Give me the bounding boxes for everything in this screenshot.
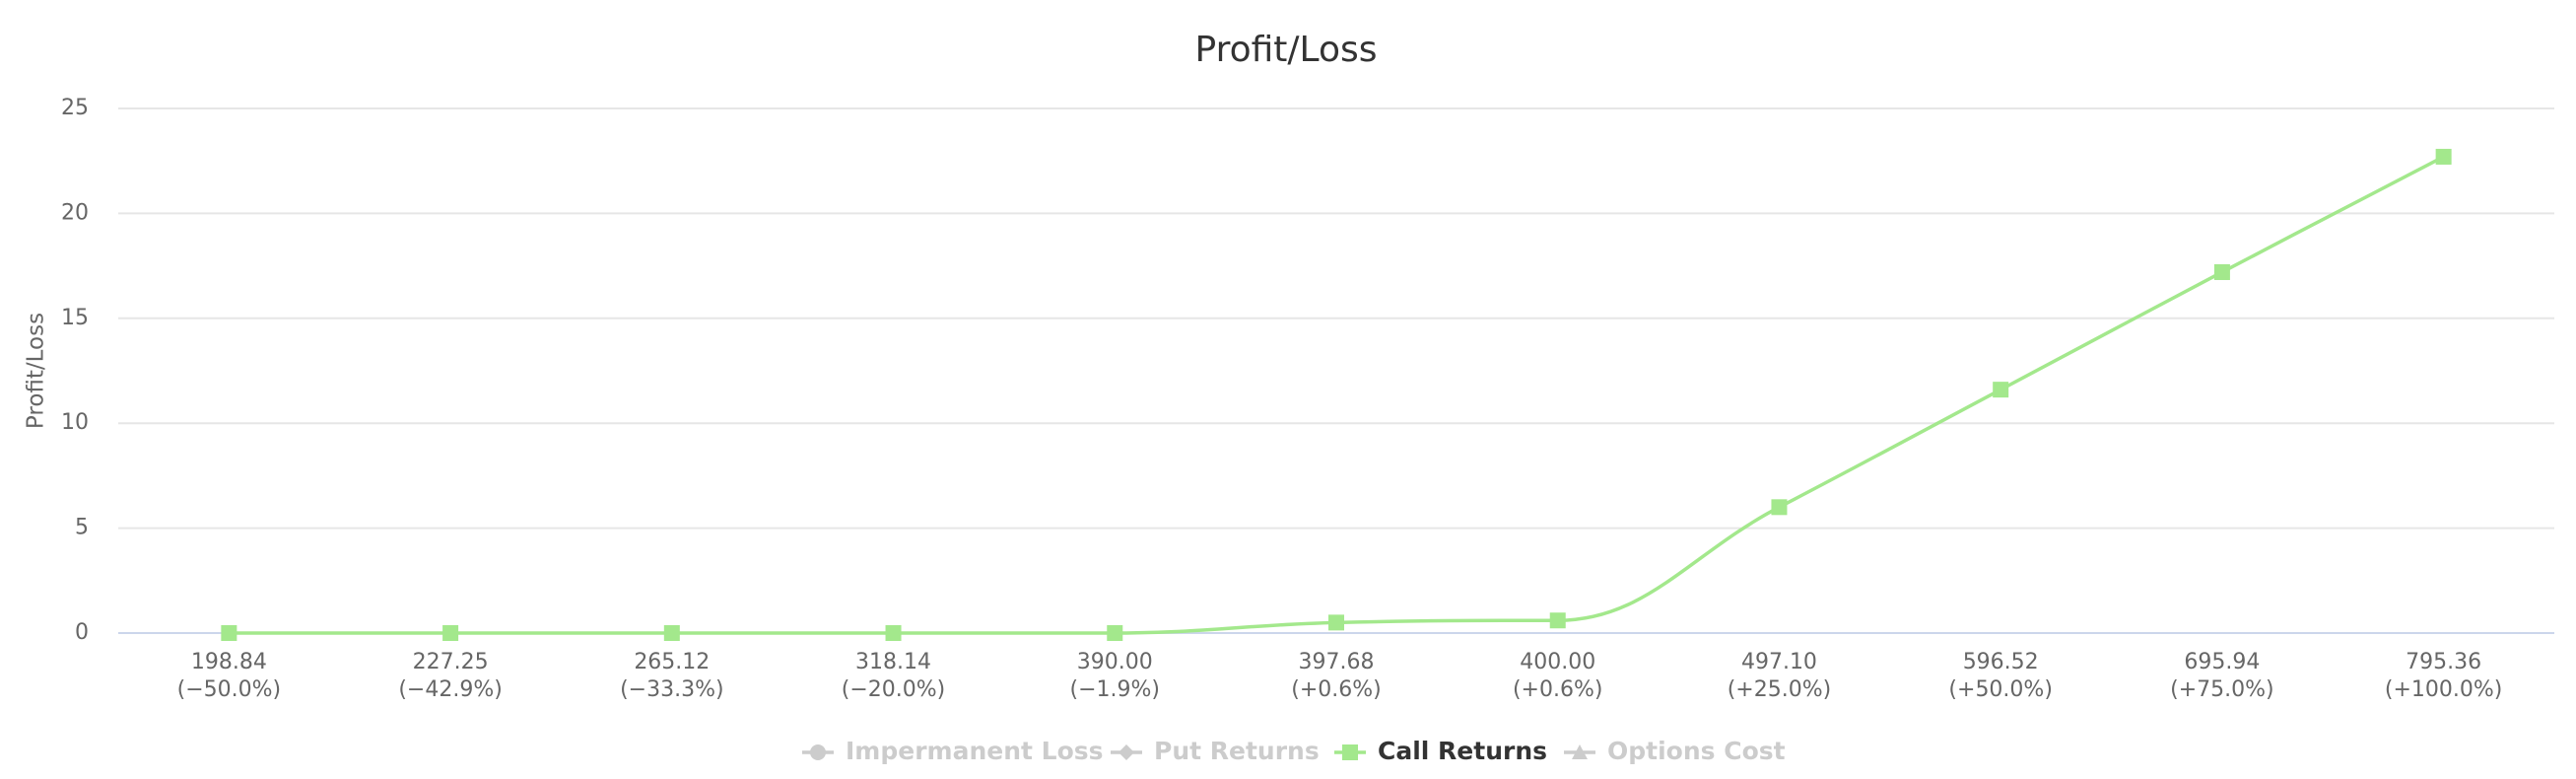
x-tick-label: 397.68: [1299, 650, 1375, 674]
x-tick-label: 227.25: [413, 650, 489, 674]
y-tick-label: 15: [61, 306, 89, 330]
point-marker: [1328, 614, 1344, 631]
legend-symbol: [1342, 744, 1358, 760]
point-marker: [1771, 499, 1788, 516]
x-tick-label: (−42.9%): [398, 677, 503, 702]
x-tick-label: 390.00: [1077, 650, 1153, 674]
x-tick-label: (+50.0%): [1948, 677, 2053, 702]
legend-symbol: [1119, 744, 1134, 760]
point-marker: [221, 625, 237, 641]
legend-symbol: [810, 744, 826, 760]
chart-title: Profit/Loss: [1195, 30, 1378, 70]
y-tick-label: 25: [61, 96, 89, 120]
legend-label: Options Cost: [1607, 737, 1786, 765]
point-marker: [2213, 263, 2230, 280]
legend-item[interactable]: Impermanent Loss: [802, 737, 1104, 765]
x-tick-label: (+25.0%): [1728, 677, 1832, 702]
x-tick-label: 596.52: [1963, 650, 2039, 674]
x-tick-label: (−50.0%): [177, 677, 282, 702]
x-tick-label: (+0.6%): [1291, 677, 1382, 702]
legend-label: Put Returns: [1154, 737, 1320, 765]
x-tick-label: (+0.6%): [1513, 677, 1603, 702]
y-tick-label: 20: [61, 200, 89, 225]
point-marker: [885, 625, 902, 641]
x-tick-label: 318.14: [855, 650, 931, 674]
x-tick-label: 400.00: [1520, 650, 1595, 674]
x-tick-label: 265.12: [634, 650, 710, 674]
legend-item[interactable]: Options Cost: [1564, 737, 1786, 765]
y-tick-label: 10: [61, 410, 89, 435]
point-marker: [663, 625, 680, 641]
x-tick-label: 198.84: [191, 650, 267, 674]
legend-label: Impermanent Loss: [846, 737, 1104, 765]
legend-symbol: [1572, 744, 1588, 759]
x-tick-label: (+100.0%): [2385, 677, 2503, 702]
x-tick-label: (−1.9%): [1070, 677, 1161, 702]
point-marker: [2435, 148, 2452, 165]
x-tick-label: (−20.0%): [842, 677, 946, 702]
legend-label: Call Returns: [1378, 737, 1547, 765]
point-marker: [1549, 612, 1566, 629]
point-marker: [1107, 625, 1123, 641]
x-tick-label: 795.36: [2406, 650, 2481, 674]
legend-item[interactable]: Call Returns: [1334, 737, 1547, 765]
point-marker: [442, 625, 459, 641]
legend-item[interactable]: Put Returns: [1111, 737, 1320, 765]
x-tick-label: 695.94: [2184, 650, 2260, 674]
y-axis-label: Profit/Loss: [24, 313, 49, 429]
x-tick-label: (−33.3%): [620, 677, 724, 702]
x-tick-label: 497.10: [1741, 650, 1817, 674]
x-tick-label: (+75.0%): [2170, 677, 2274, 702]
point-marker: [1993, 382, 2009, 398]
y-tick-label: 5: [75, 516, 89, 540]
y-tick-label: 0: [75, 620, 89, 645]
series-line: [229, 155, 2445, 635]
